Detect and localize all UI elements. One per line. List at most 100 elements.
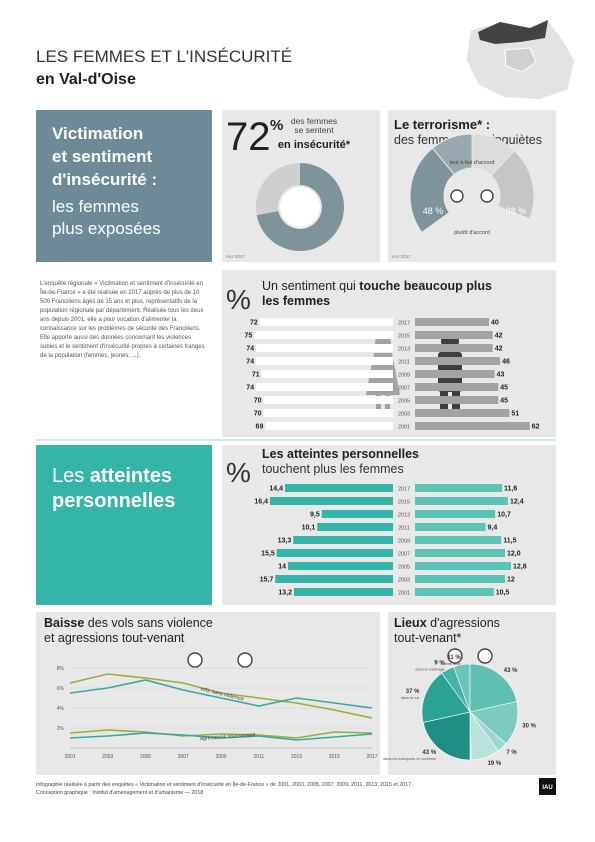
year-label: 2013 bbox=[398, 513, 410, 519]
series-line bbox=[69, 729, 373, 739]
men-bar bbox=[415, 588, 494, 596]
women-bar bbox=[275, 575, 393, 583]
big-unit: % bbox=[270, 117, 283, 134]
men-bar bbox=[415, 549, 505, 557]
value-label: 10,7 bbox=[497, 512, 511, 519]
value-label: 70 bbox=[254, 398, 262, 405]
value-label: 12,0 bbox=[507, 551, 521, 558]
half-donut-segment bbox=[409, 147, 455, 234]
value-label: 9 % bbox=[434, 660, 445, 666]
women-bar bbox=[321, 510, 393, 518]
women-bar bbox=[293, 536, 393, 544]
year-label: 2007 bbox=[398, 552, 410, 558]
value-label: 71 bbox=[252, 372, 260, 379]
year-label: 2001 bbox=[398, 591, 410, 597]
footer-text: Conception graphique : Institut d'aménag… bbox=[36, 790, 203, 796]
men-bar bbox=[415, 484, 502, 492]
panel-title: Les atteintes personnelles bbox=[262, 447, 419, 461]
value-label: 48 % bbox=[423, 206, 444, 216]
legend-icons bbox=[187, 189, 494, 668]
men-bar bbox=[415, 510, 496, 518]
year-label: 2003 bbox=[398, 578, 410, 584]
caption-bold: en insécurité* bbox=[278, 139, 351, 151]
men-bar bbox=[415, 409, 510, 417]
man-icon bbox=[477, 648, 493, 664]
panel-title: Baisse des vols sans violence bbox=[44, 616, 213, 630]
value-label: 16,4 bbox=[254, 499, 268, 506]
unit-symbol: % bbox=[226, 284, 251, 315]
value-label: 45 bbox=[500, 385, 508, 392]
big-value: 72 bbox=[226, 115, 271, 159]
y-tick-label: 6% bbox=[57, 686, 65, 692]
page-title: LES FEMMES ET L'INSÉCURITÉ bbox=[36, 47, 292, 66]
men-bar bbox=[415, 331, 493, 339]
women-bar bbox=[285, 484, 393, 492]
year-label: 2011 bbox=[398, 360, 410, 366]
women-bar bbox=[263, 409, 393, 417]
source: IAU 2017 bbox=[226, 254, 245, 259]
x-tick-label: 2017 bbox=[366, 754, 377, 760]
year-label: 2005 bbox=[398, 565, 410, 571]
year-label: 2003 bbox=[398, 412, 410, 418]
value-label: 13,3 bbox=[278, 538, 292, 545]
panel-subtitle: touchent plus les femmes bbox=[262, 462, 404, 476]
intro-title: Victimation bbox=[52, 124, 143, 143]
year-label: 2011 bbox=[398, 526, 410, 532]
panel-subtitle: tout-venant* bbox=[394, 631, 462, 645]
value-label: 74 bbox=[246, 385, 254, 392]
value-label: 10,5 bbox=[496, 590, 510, 597]
map-shape bbox=[504, 47, 537, 73]
region-map bbox=[465, 19, 576, 101]
method-text-box: L'enquête régionale « Victimation et sen… bbox=[40, 281, 205, 359]
text-part: atteintes bbox=[90, 465, 172, 487]
men-bar bbox=[415, 344, 493, 352]
value-label: 13,2 bbox=[278, 590, 292, 597]
logo: IAU bbox=[542, 785, 552, 791]
value-label: 14 bbox=[278, 564, 286, 571]
value-label: 42 bbox=[495, 333, 503, 340]
series-line bbox=[69, 673, 373, 719]
box-title: Les atteintes bbox=[52, 465, 172, 487]
footer-text: Infographie réalisée à partir des enquêt… bbox=[36, 781, 411, 788]
men-bar bbox=[415, 357, 501, 365]
women-bar bbox=[294, 588, 393, 596]
men-bar bbox=[415, 383, 499, 391]
intro-box bbox=[36, 110, 212, 262]
year-label: 2017 bbox=[398, 321, 410, 327]
value-label: 75 bbox=[244, 333, 252, 340]
year-label: 2007 bbox=[398, 386, 410, 392]
text-part: touche beaucoup plus bbox=[359, 279, 492, 293]
women-bar bbox=[265, 422, 393, 430]
category-label: dans le voisinage bbox=[415, 667, 444, 671]
value-label: 37 % bbox=[406, 689, 420, 695]
men-bar bbox=[415, 318, 489, 326]
men-bar bbox=[415, 536, 502, 544]
year-label: 2015 bbox=[398, 334, 410, 340]
woman-icon bbox=[187, 652, 203, 668]
women-bar bbox=[256, 357, 393, 365]
series-line bbox=[69, 732, 373, 741]
men-bar bbox=[415, 422, 530, 430]
panel-title: les femmes bbox=[262, 294, 330, 308]
value-label: 40 bbox=[491, 320, 499, 327]
method-text: L'enquête régionale « Victimation et sen… bbox=[40, 281, 205, 359]
woman-icon bbox=[447, 648, 463, 664]
y-tick-label: 8% bbox=[57, 666, 65, 672]
x-tick-label: 2003 bbox=[102, 754, 113, 760]
text-part: Lieux bbox=[394, 616, 427, 630]
year-label: 2017 bbox=[398, 487, 410, 493]
value-label: 70 bbox=[254, 411, 262, 418]
value-label: 9,5 bbox=[310, 512, 320, 519]
y-tick-label: 4% bbox=[57, 706, 65, 712]
value-label: 69 bbox=[256, 424, 264, 431]
women-bar bbox=[256, 344, 393, 352]
pie-slice bbox=[469, 711, 499, 761]
women-bar bbox=[317, 523, 393, 531]
year-label: 2015 bbox=[398, 500, 410, 506]
caption: se sentent bbox=[294, 125, 334, 135]
value-label: 12 bbox=[507, 577, 515, 584]
unit-symbol: % bbox=[226, 457, 251, 488]
logo-box bbox=[539, 778, 556, 795]
value-label: 38 % bbox=[506, 206, 527, 216]
category-label: dans les transports en commun bbox=[383, 757, 436, 761]
